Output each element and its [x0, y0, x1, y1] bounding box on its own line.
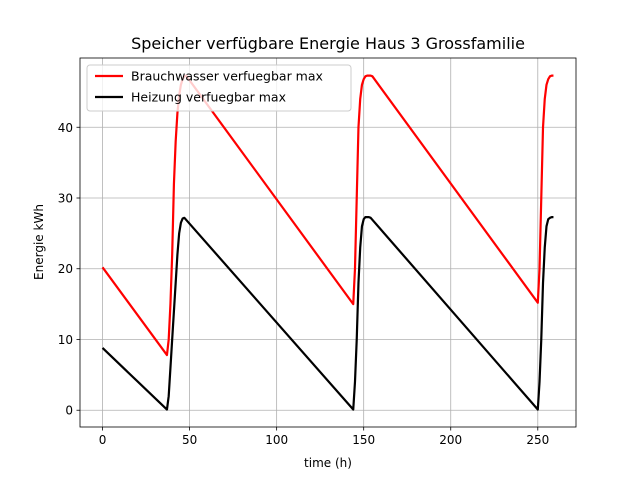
- plot-lines: [101, 74, 554, 411]
- y-tick-label: 10: [58, 333, 73, 347]
- series-line-1: [101, 216, 554, 411]
- plot-frame: [79, 57, 577, 428]
- grid: [80, 58, 576, 427]
- x-tick-label: 200: [439, 433, 462, 447]
- y-tick-label: 30: [58, 192, 73, 206]
- x-axis-label: time (h): [304, 456, 352, 470]
- chart-title: Speicher verfügbare Energie Haus 3 Gross…: [131, 34, 525, 53]
- y-ticks: 0 10 20 30 40: [58, 121, 80, 418]
- x-tick-label: 100: [265, 433, 288, 447]
- y-tick-label: 0: [65, 404, 73, 418]
- y-tick-label: 40: [58, 121, 73, 135]
- x-tick-label: 0: [99, 433, 107, 447]
- x-tick-label: 150: [352, 433, 375, 447]
- legend-box: [86, 64, 352, 112]
- y-tick-label: 20: [58, 262, 73, 276]
- x-tick-label: 250: [526, 433, 549, 447]
- legend-label-heizung: Heizung verfuegbar max: [131, 90, 286, 105]
- series-line-0: [101, 74, 554, 357]
- legend: Brauchwasser verfuegbar max Heizung verf…: [86, 64, 352, 112]
- y-axis-label: Energie kWh: [32, 204, 46, 280]
- x-tick-label: 50: [182, 433, 197, 447]
- x-ticks: 0 50 100 150 200 250: [99, 427, 549, 447]
- legend-label-brauchwasser: Brauchwasser verfuegbar max: [131, 69, 323, 84]
